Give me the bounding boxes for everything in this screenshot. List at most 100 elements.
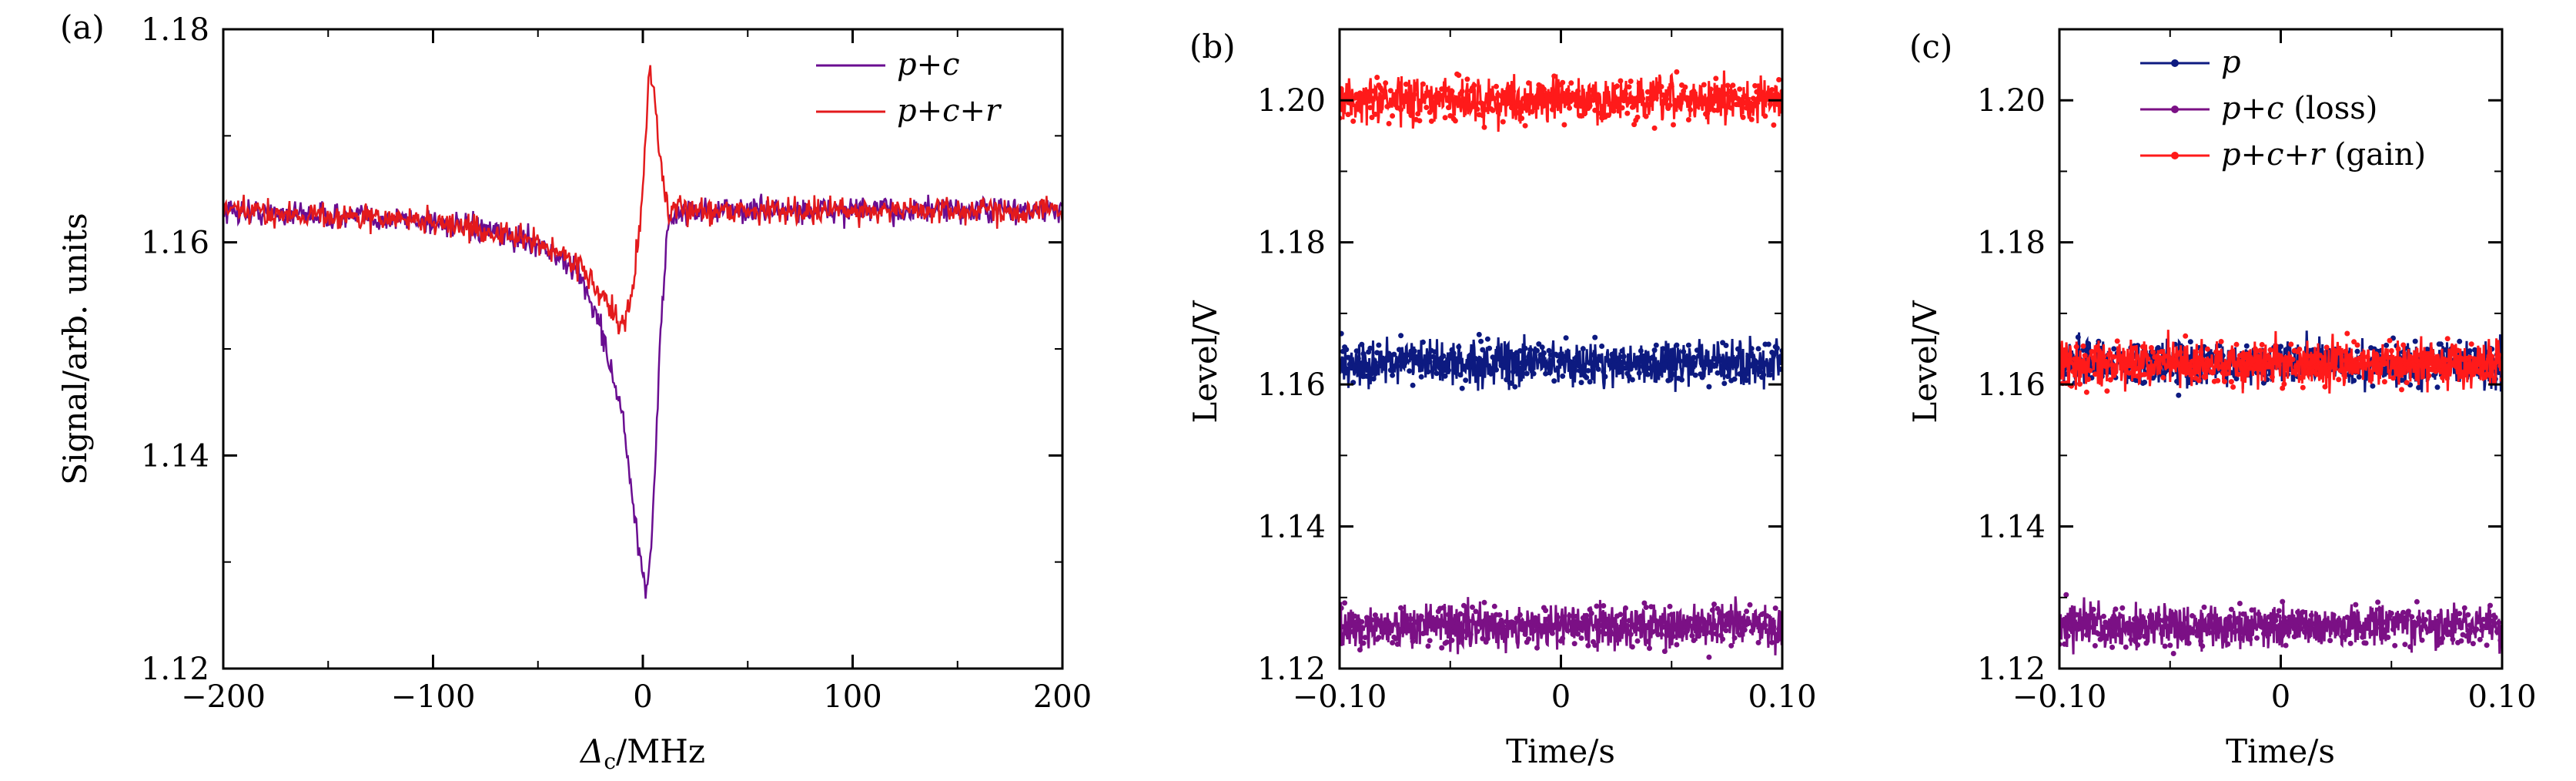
data-point — [1544, 364, 1551, 370]
data-point — [1638, 90, 1644, 96]
data-point — [1564, 87, 1571, 93]
data-point — [2353, 368, 2359, 374]
data-point — [2191, 370, 2197, 376]
data-point — [1446, 612, 1451, 618]
data-point — [1483, 106, 1489, 112]
data-point — [1701, 82, 1707, 88]
data-point — [1748, 628, 1755, 634]
data-point — [1660, 624, 1666, 630]
data-point — [1439, 645, 1445, 651]
data-point — [2334, 625, 2340, 632]
data-point — [1711, 602, 1717, 607]
data-point — [1701, 366, 1707, 372]
data-point — [2096, 631, 2102, 637]
data-point — [1621, 616, 1627, 622]
data-point — [1411, 632, 1417, 639]
data-point — [1626, 374, 1632, 380]
data-point — [1418, 99, 1424, 105]
data-point — [1651, 347, 1658, 354]
data-point — [1529, 618, 1535, 625]
data-point — [2225, 641, 2231, 647]
data-point — [2101, 613, 2106, 619]
data-point — [2142, 371, 2148, 377]
data-point — [2235, 628, 2241, 634]
data-point — [1432, 349, 1438, 355]
data-point — [2426, 609, 2432, 615]
data-point — [1660, 92, 1666, 98]
data-point — [1757, 369, 1763, 374]
data-point — [2225, 364, 2231, 370]
data-point — [1640, 618, 1646, 625]
data-point — [1626, 618, 1632, 624]
data-point — [1747, 602, 1753, 608]
data-point — [1456, 344, 1462, 350]
data-point — [2159, 349, 2165, 354]
data-point — [2276, 608, 2282, 614]
data-point — [2256, 354, 2262, 360]
data-point — [2177, 621, 2183, 626]
data-point — [2145, 356, 2151, 362]
data-point — [1769, 87, 1775, 92]
data-point — [2066, 352, 2073, 358]
data-point — [1415, 111, 1421, 117]
data-point — [2210, 370, 2216, 376]
data-point — [2429, 353, 2435, 359]
data-point — [1369, 370, 1375, 377]
data-point — [1564, 628, 1571, 634]
data-point — [1733, 364, 1739, 370]
data-point — [1470, 604, 1475, 610]
data-point — [2166, 353, 2171, 359]
data-point — [1723, 628, 1729, 634]
data-point — [1571, 360, 1577, 366]
data-point — [1738, 350, 1745, 357]
data-point — [1541, 350, 1547, 356]
data-point — [1459, 635, 1465, 641]
data-point — [2397, 370, 2403, 376]
data-point — [1481, 124, 1487, 130]
data-point — [1510, 89, 1517, 95]
data-point — [2200, 357, 2206, 363]
data-point — [2059, 618, 2066, 623]
data-point — [1592, 107, 1598, 113]
data-point — [1543, 92, 1549, 98]
data-point — [1668, 83, 1674, 89]
data-point — [2170, 651, 2176, 656]
data-point — [1762, 113, 1768, 119]
data-point — [1497, 352, 1503, 358]
data-point — [1720, 636, 1726, 642]
data-point — [1342, 600, 1348, 606]
data-point — [1768, 372, 1773, 378]
data-point — [1643, 605, 1649, 610]
data-point — [1577, 625, 1583, 632]
data-point — [2290, 614, 2296, 620]
data-point — [1709, 96, 1715, 102]
data-point — [2402, 642, 2408, 648]
data-point — [2364, 354, 2370, 360]
data-point — [2190, 613, 2195, 618]
data-point — [2213, 349, 2219, 355]
data-point — [2109, 362, 2116, 368]
data-point — [2417, 618, 2424, 624]
data-point — [2203, 367, 2209, 374]
data-point — [1623, 91, 1628, 97]
data-point — [2356, 374, 2362, 380]
data-point — [2404, 380, 2410, 386]
data-point — [2420, 622, 2427, 628]
data-point — [1362, 363, 1368, 369]
data-point — [1741, 372, 1748, 378]
data-point — [1352, 613, 1358, 619]
data-point — [1459, 385, 1465, 391]
data-point — [2347, 640, 2354, 646]
data-point — [1349, 628, 1354, 635]
data-point — [1407, 368, 1413, 374]
data-point — [2250, 618, 2257, 625]
data-point — [1735, 346, 1741, 352]
data-point — [1396, 347, 1402, 353]
data-point — [2487, 373, 2493, 379]
data-point — [2263, 618, 2269, 623]
data-point — [2340, 367, 2347, 373]
data-point — [1660, 346, 1666, 352]
data-point — [1428, 118, 1434, 124]
data-point — [1755, 639, 1761, 645]
data-point — [2190, 358, 2195, 364]
